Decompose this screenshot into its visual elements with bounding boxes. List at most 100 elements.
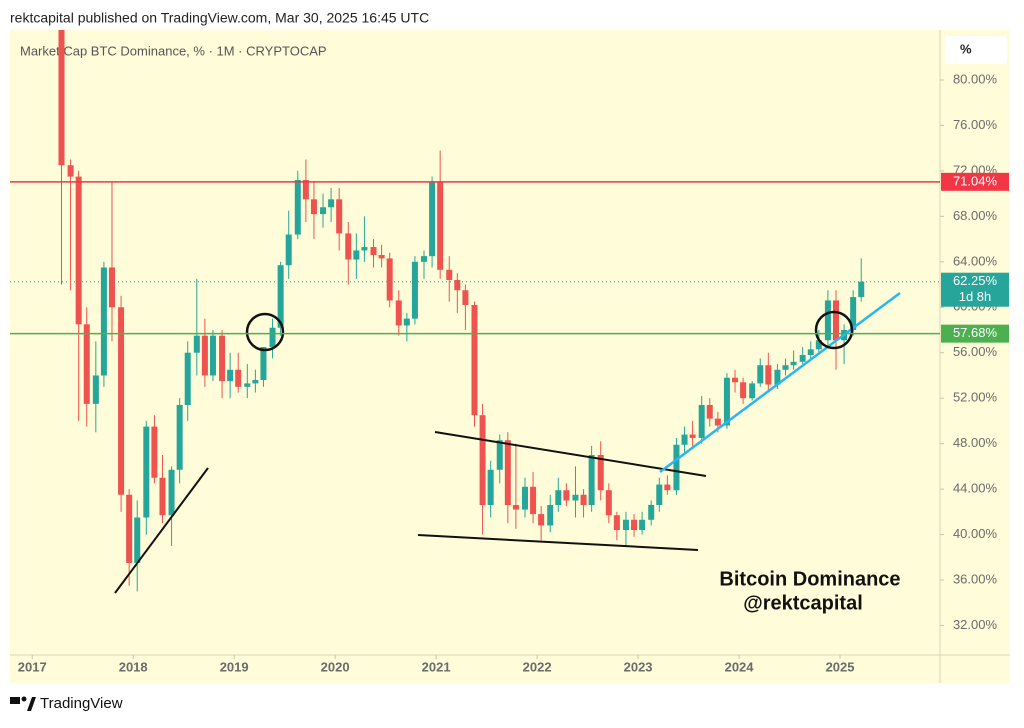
y-tick-label: 32.00% <box>953 617 998 632</box>
candle-body <box>732 377 739 383</box>
candle-body <box>538 514 545 526</box>
candle-body <box>512 505 519 510</box>
candle-body <box>446 269 453 280</box>
candle-body <box>613 515 620 530</box>
candle-body <box>100 267 107 376</box>
footer-logo <box>10 696 36 711</box>
candle-body <box>421 256 428 262</box>
x-tick-label: 2019 <box>220 659 249 674</box>
drawn-annotations <box>114 291 901 594</box>
annotation: @rektcapital <box>743 592 863 614</box>
y-tick-label: 80.00% <box>953 71 998 86</box>
x-tick-label: 2023 <box>624 659 653 674</box>
candle-body <box>67 165 74 177</box>
candle-body <box>572 494 579 501</box>
candle-body <box>740 382 747 399</box>
candle-body <box>850 297 857 330</box>
candle-body <box>454 280 461 291</box>
candle-body <box>622 519 629 530</box>
candle-body <box>244 383 251 387</box>
y-tick-label: 56.00% <box>953 344 998 359</box>
candle-body <box>858 281 865 298</box>
annotation: Bitcoin Dominance <box>719 568 900 590</box>
candle-body <box>83 324 90 404</box>
last-price-tag <box>941 272 1009 307</box>
candle-body <box>353 250 360 260</box>
candle-body <box>336 199 343 234</box>
candle-body <box>159 477 166 516</box>
candle-body <box>58 30 65 166</box>
candle-body <box>673 444 680 491</box>
candle-body <box>411 261 418 319</box>
candle-body <box>437 182 444 270</box>
candle-body <box>108 267 115 308</box>
footer-brand: TradingView <box>40 695 123 712</box>
candle-body <box>824 300 831 341</box>
candle-body <box>201 335 208 376</box>
candle-body <box>462 290 469 305</box>
candle-body <box>429 182 436 257</box>
candle-body <box>269 327 276 348</box>
candle-body <box>656 484 663 505</box>
candle-body <box>235 369 242 387</box>
candle-body <box>782 365 789 370</box>
candle-body <box>547 505 554 526</box>
x-tick-label: 2021 <box>422 659 451 674</box>
plot-background <box>10 30 1010 683</box>
candle-body <box>706 405 713 419</box>
candle-body <box>774 369 781 385</box>
candle-body <box>294 180 301 235</box>
y-tick-label: 44.00% <box>953 481 998 496</box>
price-tag <box>941 324 1009 343</box>
candle-body <box>176 405 183 470</box>
candle-body <box>370 247 377 255</box>
candle-body <box>386 258 393 301</box>
x-tick-label: 2020 <box>321 659 350 674</box>
candle-body <box>555 490 562 505</box>
trend-line <box>659 291 901 474</box>
candle-body <box>328 199 335 208</box>
candle-body <box>681 434 688 445</box>
candle-body <box>765 365 772 385</box>
x-tick-label: 2018 <box>119 659 148 674</box>
candle-body <box>277 265 284 328</box>
candle-body <box>193 335 200 353</box>
candle-body <box>749 383 756 399</box>
candle-body <box>151 426 158 478</box>
candle-body <box>118 307 125 495</box>
x-tick-label: 2017 <box>18 659 47 674</box>
last-price-label: 62.25% <box>953 273 998 288</box>
highlight-circle <box>245 312 285 352</box>
countdown-label: 1d 8h <box>959 289 992 304</box>
candle-body <box>815 340 822 350</box>
candle-body <box>723 377 730 426</box>
candle-body <box>168 469 175 516</box>
candle-body <box>310 199 317 215</box>
candle-body <box>126 494 133 563</box>
header: rektcapital published on TradingView.com… <box>10 10 429 26</box>
trend-line <box>114 467 209 594</box>
price-tag-label: 57.68% <box>953 325 998 340</box>
candle-body <box>134 517 141 563</box>
candle-body <box>664 484 671 491</box>
candle-body <box>252 380 259 384</box>
trend-line <box>417 534 699 551</box>
candle-body <box>807 349 814 355</box>
candle-body <box>378 255 385 259</box>
candle-body <box>496 440 503 470</box>
unit-button[interactable] <box>945 36 1007 64</box>
y-tick-label: 40.00% <box>953 526 998 541</box>
candle-body <box>260 347 267 380</box>
y-tick-label: 48.00% <box>953 435 998 450</box>
trend-line <box>434 431 707 477</box>
x-tick-label: 2025 <box>826 659 855 674</box>
unit-label[interactable]: % <box>960 41 972 56</box>
candle-body <box>209 335 216 376</box>
candle-body <box>219 335 226 382</box>
candle-body <box>698 405 705 438</box>
candle-body <box>799 355 806 362</box>
candle-body <box>403 318 410 326</box>
candle-body <box>521 486 528 510</box>
candle-body <box>92 375 99 404</box>
